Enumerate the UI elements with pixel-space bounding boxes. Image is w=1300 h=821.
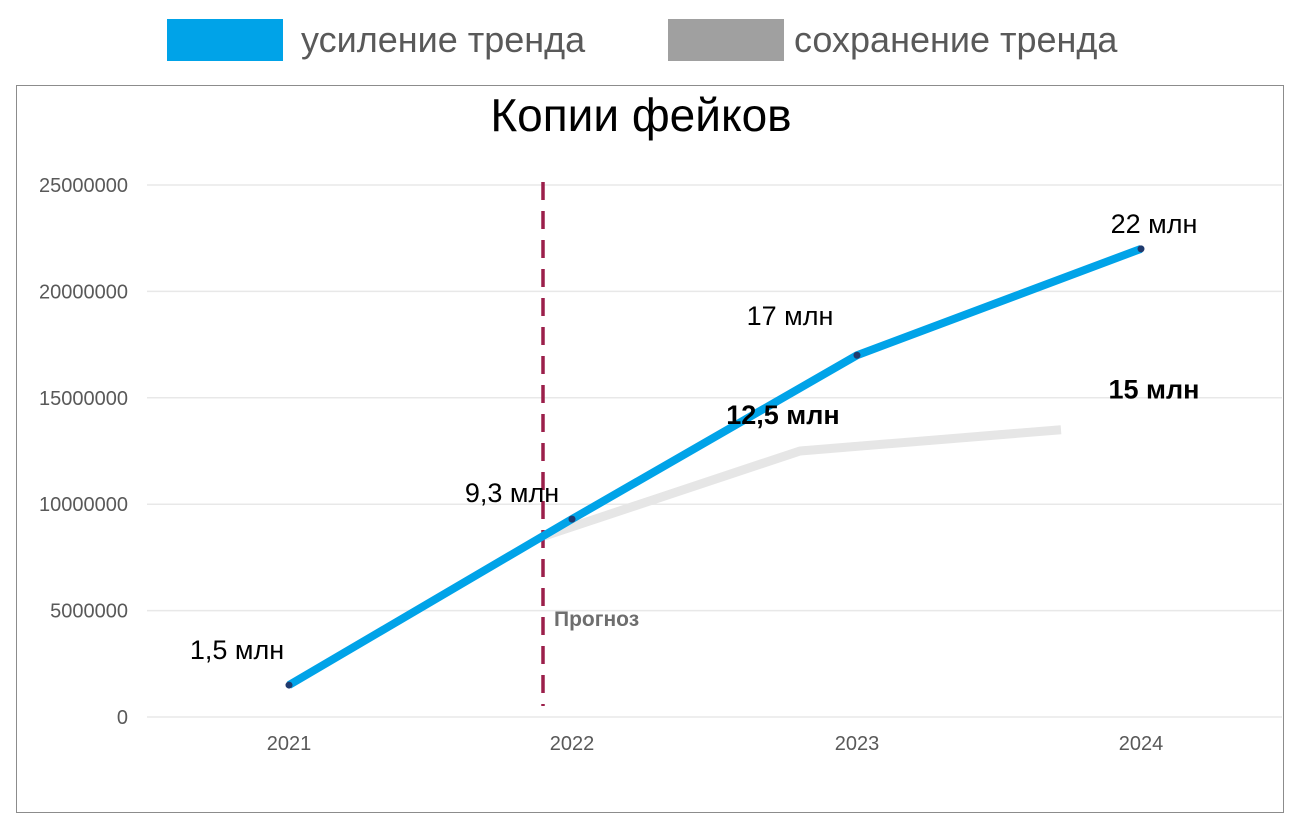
- y-tick-label: 5000000: [50, 601, 128, 623]
- legend-label-keep-trend: сохранение тренда: [794, 19, 1118, 60]
- data-label-s1-2023: 12,5 млн: [726, 400, 839, 430]
- data-label-s1-2024: 15 млн: [1109, 375, 1200, 405]
- legend-item-strong-trend: усиление тренда: [167, 18, 585, 62]
- legend-item-keep-trend: сохранение тренда: [668, 18, 1117, 62]
- x-tick-label-2024: 2024: [1119, 733, 1164, 755]
- x-tick-label-2023: 2023: [835, 733, 880, 755]
- data-label-s0-2023: 17 млн: [747, 301, 834, 331]
- legend-swatch-keep-trend: [668, 19, 784, 61]
- legend-label-strong-trend: усиление тренда: [301, 19, 586, 60]
- forecast-label: Прогноз: [554, 608, 639, 631]
- chart-frame: [16, 85, 1284, 813]
- series-0-point-1: [568, 515, 576, 523]
- y-tick-label: 25000000: [39, 175, 128, 197]
- series-0-point-3: [1137, 245, 1145, 253]
- y-tick-label: 15000000: [39, 388, 128, 410]
- series-0-point-2: [853, 351, 861, 359]
- chart-title: Копии фейков: [490, 89, 792, 141]
- data-label-s0-2021: 1,5 млн: [190, 635, 284, 665]
- legend-swatch-strong-trend: [167, 19, 283, 61]
- x-tick-label-2021: 2021: [267, 733, 312, 755]
- x-tick-label-2022: 2022: [550, 733, 595, 755]
- data-label-s0-2022: 9,3 млн: [465, 478, 559, 508]
- series-0-point-0: [285, 681, 293, 689]
- y-tick-label: 20000000: [39, 281, 128, 303]
- data-label-s0-2024: 22 млн: [1111, 209, 1198, 239]
- series-line-0: [286, 245, 1143, 689]
- chart-legend: усиление тренда сохранение тренда: [0, 0, 1300, 80]
- y-tick-label: 10000000: [39, 494, 128, 516]
- y-tick-label: 0: [117, 707, 128, 729]
- series-line-1: [542, 425, 1062, 541]
